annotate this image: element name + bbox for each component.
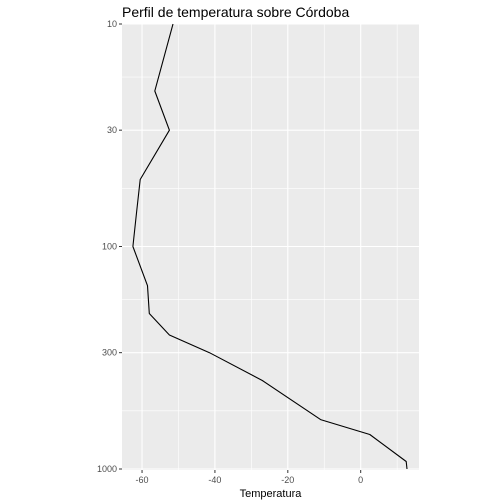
y-tick-label: 10 bbox=[107, 19, 117, 29]
series-line-1 bbox=[132, 23, 408, 470]
x-axis: -60 -40 -20 0 bbox=[136, 470, 363, 485]
x-tick-label: -20 bbox=[281, 475, 294, 485]
grid-lines bbox=[122, 23, 419, 470]
x-tick-label: -60 bbox=[136, 475, 149, 485]
chart-title: Perfil de temperatura sobre Córdoba bbox=[122, 4, 349, 20]
y-axis: 10 30 100 300 1000 bbox=[97, 19, 122, 474]
x-axis-title: Temperatura bbox=[240, 488, 303, 500]
series-layer bbox=[132, 23, 408, 470]
x-tick-label: -40 bbox=[208, 475, 221, 485]
y-tick-label: 30 bbox=[107, 125, 117, 135]
y-tick-label: 1000 bbox=[97, 464, 117, 474]
x-tick-label: 0 bbox=[358, 475, 363, 485]
y-tick-label: 100 bbox=[102, 242, 117, 252]
y-tick-label: 300 bbox=[102, 348, 117, 358]
